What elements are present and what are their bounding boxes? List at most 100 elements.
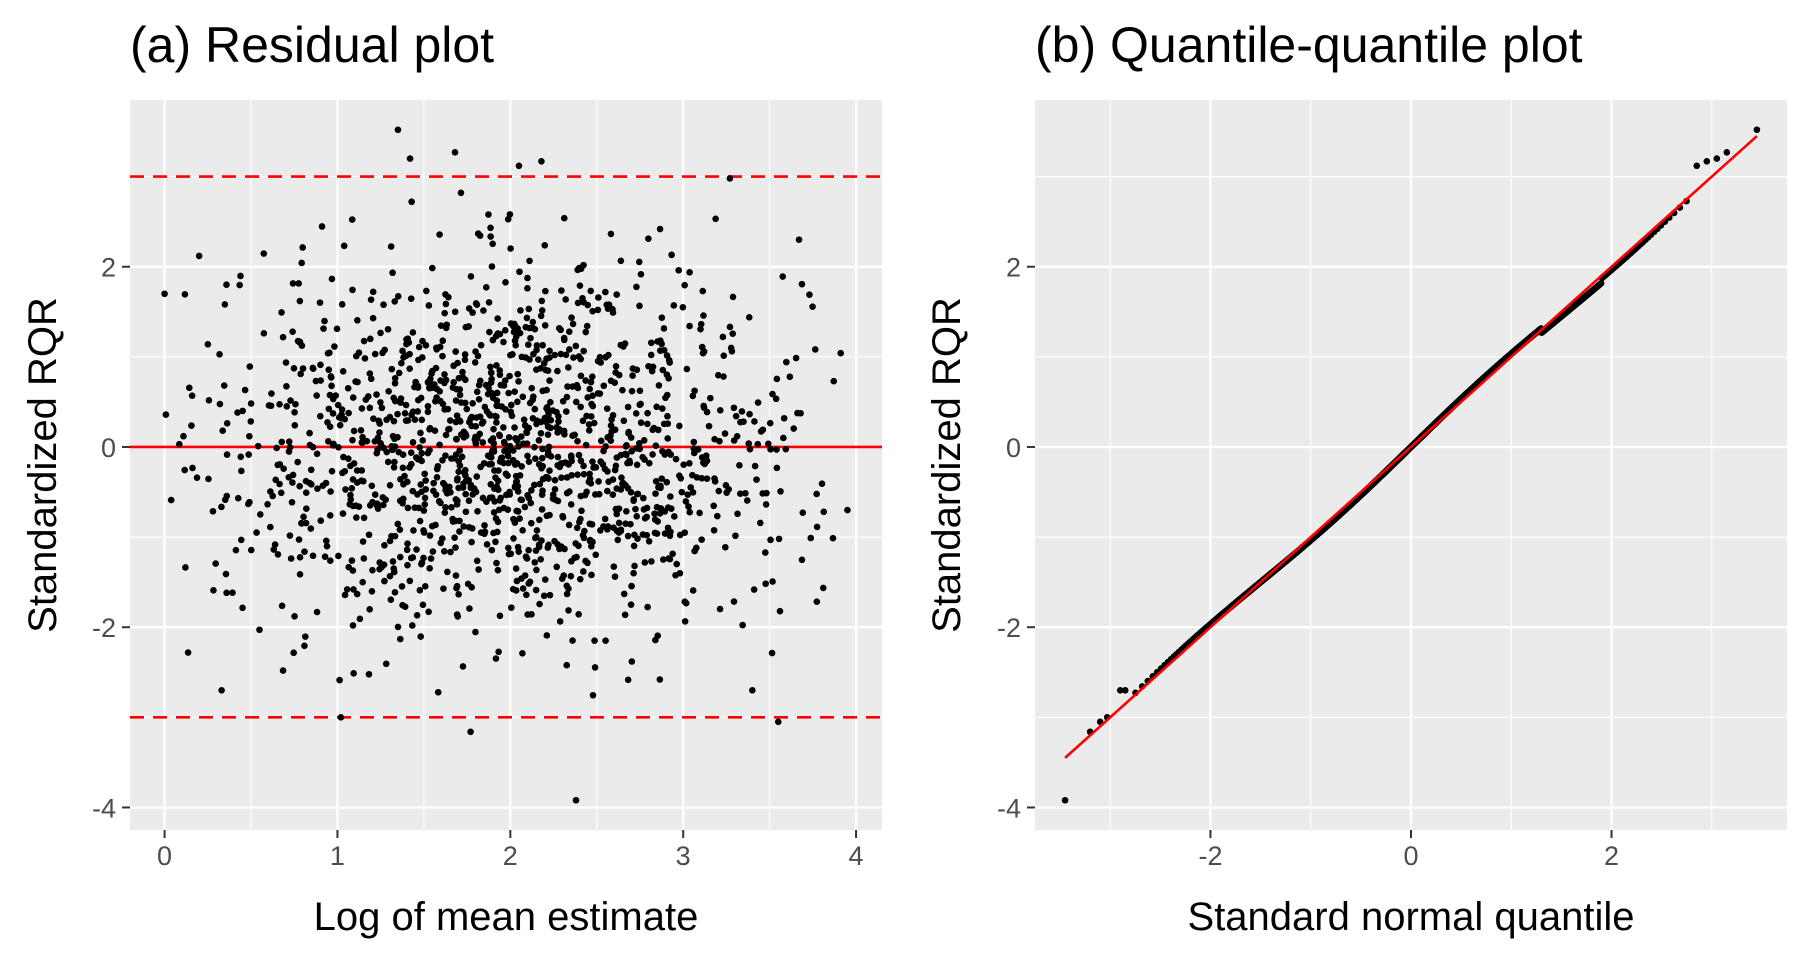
residual-point (365, 670, 373, 678)
residual-point (474, 435, 481, 442)
residual-point (289, 471, 297, 479)
residual-point (273, 444, 280, 452)
residual-point (533, 420, 540, 428)
residual-point (682, 498, 690, 505)
residual-point (806, 291, 813, 298)
qq-plot-title: (b) Quantile-quantile plot (1035, 17, 1583, 73)
residual-point (306, 441, 314, 449)
residual-point (389, 558, 397, 565)
residual-point (670, 302, 678, 309)
residual-point (681, 529, 689, 536)
residual-point (325, 366, 333, 374)
residual-point (519, 585, 527, 592)
residual-point (627, 601, 635, 609)
residual-point (721, 430, 729, 437)
residual-point (257, 511, 264, 518)
residual-point (436, 387, 443, 395)
residual-point (459, 368, 466, 376)
residual-point (181, 466, 188, 474)
residual-point (299, 244, 306, 251)
residual-point (366, 404, 374, 412)
residual-point (621, 611, 629, 619)
residual-point (500, 338, 507, 346)
residual-point (452, 544, 459, 551)
residual-point (218, 687, 225, 694)
residual-point (321, 317, 328, 325)
residual-point (417, 481, 425, 488)
residual-point (401, 472, 408, 480)
residual-point (627, 489, 635, 496)
residual-point (441, 309, 448, 317)
residual-point (645, 537, 653, 545)
residual-point (634, 535, 641, 542)
residual-point (644, 409, 651, 417)
residual-point (640, 506, 648, 513)
residual-point (829, 534, 837, 542)
residual-point (625, 428, 632, 436)
residual-point (507, 408, 515, 416)
residual-point (750, 586, 758, 593)
residual-point (543, 405, 550, 412)
residual-point (335, 552, 342, 560)
residual-point (440, 548, 448, 555)
residual-point (699, 287, 707, 295)
residual-point (326, 391, 334, 399)
residual-point (589, 691, 597, 699)
residual-point (603, 301, 611, 309)
residual-point (551, 351, 559, 359)
residual-point (430, 479, 437, 487)
residual-point (640, 437, 648, 444)
residual-point (437, 322, 445, 330)
residual-point (418, 559, 426, 567)
residual-point (264, 500, 271, 508)
residual-point (442, 376, 450, 384)
residual-point (484, 452, 492, 459)
residual-point (567, 572, 575, 580)
residual-point (529, 396, 537, 404)
residual-point (398, 359, 405, 367)
residual-point (599, 460, 607, 468)
residual-point (488, 375, 495, 383)
residual-point (468, 538, 475, 546)
residual-point (609, 309, 617, 316)
residual-point (452, 397, 460, 404)
residual-point (580, 568, 587, 575)
residual-point (223, 281, 230, 288)
residual-point (348, 557, 356, 564)
qq-plot-panel: (b) Quantile-quantile plot -2 0 2 -4 -2 0 2 St… (925, 17, 1787, 939)
residual-point (632, 505, 639, 513)
residual-plot-axes: 0 1 2 3 4 -4 -2 0 2 (92, 253, 864, 871)
residual-point (720, 352, 728, 359)
residual-y-tick-label: 0 (101, 433, 116, 463)
residual-point (630, 497, 637, 505)
residual-point (522, 354, 530, 361)
residual-point (337, 714, 345, 721)
residual-point (465, 418, 473, 426)
residual-point (495, 467, 502, 474)
residual-point (419, 601, 427, 609)
residual-point (645, 235, 652, 242)
residual-point (349, 567, 357, 574)
residual-point (270, 546, 278, 553)
residual-point (445, 293, 452, 301)
residual-point (654, 338, 661, 345)
residual-point (774, 718, 782, 726)
residual-point (586, 470, 593, 478)
residual-point (241, 386, 249, 394)
residual-point (613, 510, 621, 518)
residual-x-tick-label: 1 (330, 841, 345, 871)
residual-point (500, 424, 507, 431)
residual-point (612, 505, 620, 513)
residual-point (509, 447, 517, 454)
residual-point (291, 612, 298, 620)
residual-point (715, 487, 723, 495)
residual-point (524, 341, 532, 349)
residual-point (219, 427, 227, 434)
residual-point (436, 231, 443, 238)
residual-point (403, 336, 410, 343)
residual-point (686, 459, 693, 467)
residual-point (353, 590, 361, 598)
residual-point (360, 514, 368, 522)
residual-point (459, 484, 467, 491)
